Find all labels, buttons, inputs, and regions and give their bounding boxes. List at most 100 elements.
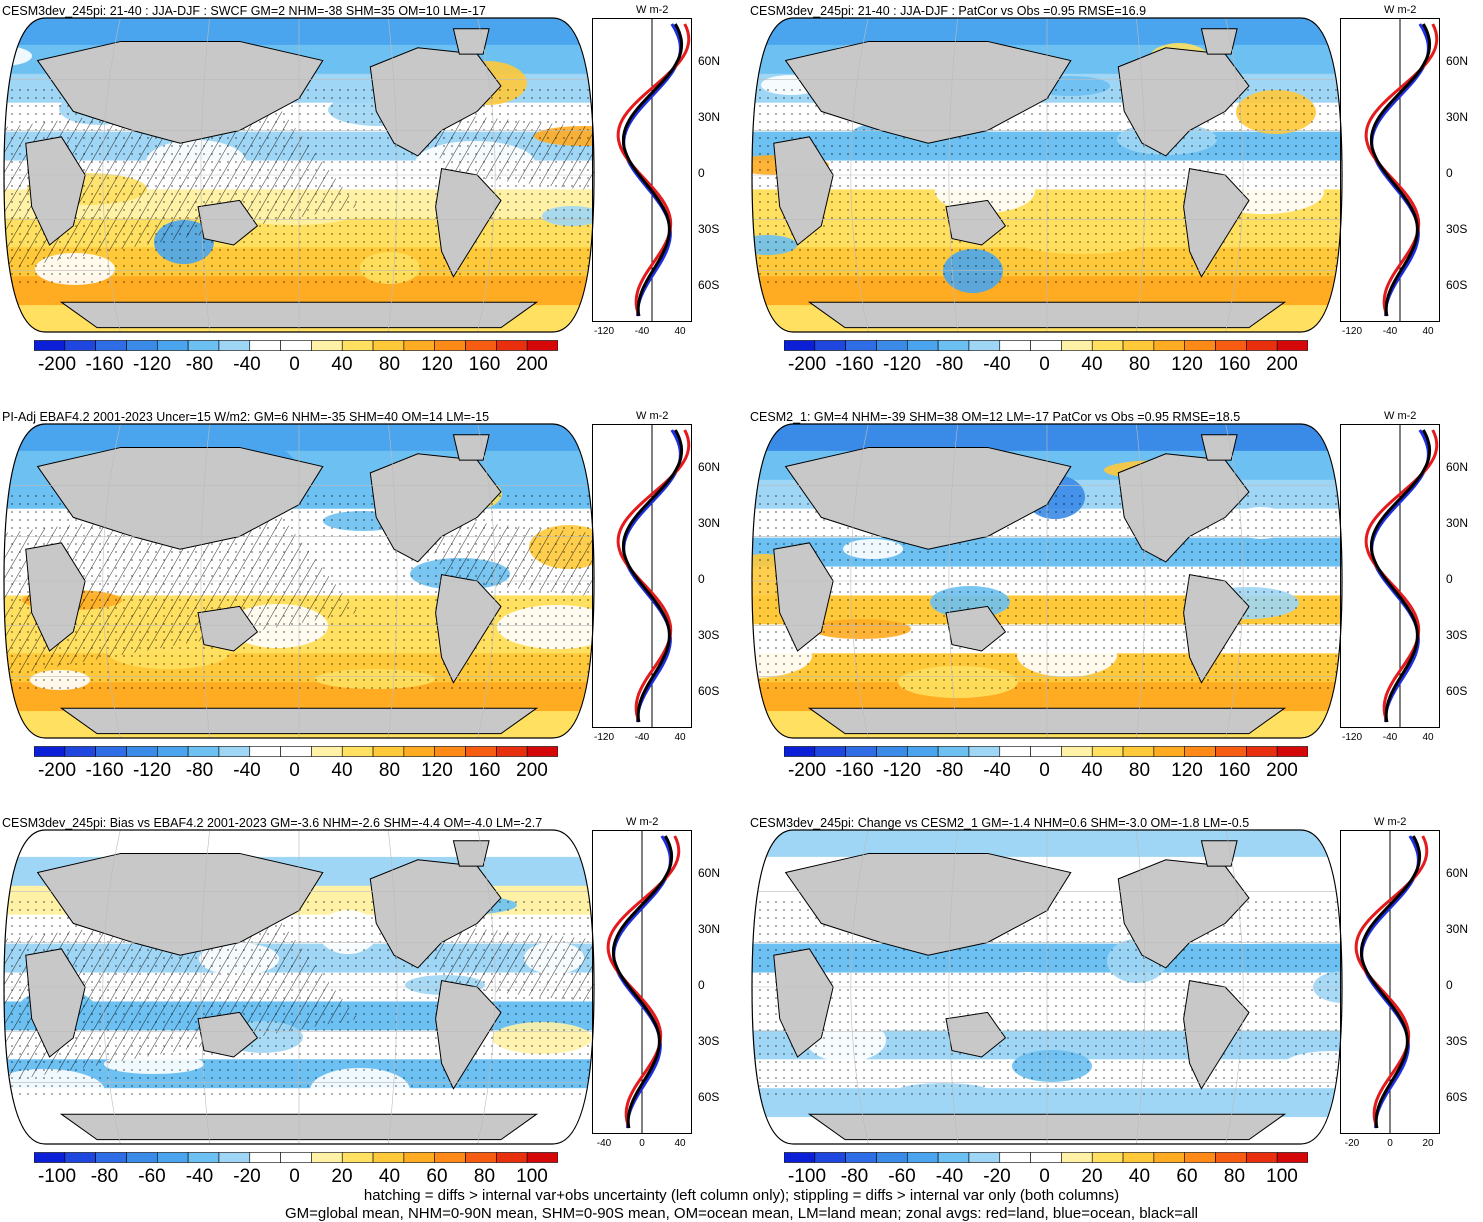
panel-3-colorbar-swatch xyxy=(341,746,374,757)
panel-1-eurasia xyxy=(36,40,324,144)
panel-3-field xyxy=(4,424,594,738)
panel-4-colorbar-label: -160 xyxy=(835,760,874,781)
panel-1-map xyxy=(3,17,595,333)
panel-3-colorbar-label: -160 xyxy=(85,760,124,781)
panel-3-colorbar-swatch xyxy=(34,746,66,757)
panel-3-colorbar-swatch xyxy=(526,746,558,757)
panel-6-lat-label: 30N xyxy=(1446,922,1469,936)
panel-3-colorbar-swatch xyxy=(465,746,497,757)
panel-4-greenland xyxy=(1200,434,1238,461)
panel-5-colorbar-label: 80 xyxy=(473,1166,496,1187)
panel-3-colorbar-label: 160 xyxy=(468,760,501,781)
panel-1-colorbar xyxy=(34,340,558,351)
panel-2-colorbar-label: 160 xyxy=(1218,354,1251,375)
panel-3-colorbar-swatch xyxy=(64,746,96,757)
panel-2-south-america xyxy=(1183,168,1250,278)
panel-6-colorbar-swatch xyxy=(1276,1152,1308,1163)
panel-1-colorbar-swatch xyxy=(311,340,343,351)
panel-4-zonal-all-line xyxy=(1369,429,1432,723)
panel-4-colorbar-swatch xyxy=(906,746,939,757)
panel-3-zonal-xtick: -40 xyxy=(634,732,650,743)
panel-6-greenland xyxy=(1200,840,1238,867)
panel-6-lat-label: 60N xyxy=(1446,866,1469,880)
panel-3-lat-label: 30S xyxy=(698,628,720,642)
panel-2-eurasia xyxy=(784,40,1072,144)
panel-1-colorbar-label: 0 xyxy=(289,354,300,375)
panel-2-colorbar-label: -120 xyxy=(882,354,922,375)
panel-4-colorbar-label: 0 xyxy=(1039,760,1050,781)
panel-5-lat-label: 0 xyxy=(698,978,705,992)
panel-3-map xyxy=(3,423,595,739)
panel-2-colorbar-swatch xyxy=(999,340,1031,351)
panel-2-zonal-xtick: -40 xyxy=(1382,326,1398,337)
panel-2-colorbar-label: -200 xyxy=(787,354,827,375)
panel-1-title: CESM3dev_245pi: 21-40 : JJA-DJF : SWCF G… xyxy=(2,4,486,18)
panel-5-north-america xyxy=(369,859,502,969)
panel-3-zonal-all-line xyxy=(621,429,684,723)
panel-4-colorbar-swatch xyxy=(968,746,1001,757)
panel-4-map xyxy=(751,423,1343,739)
panel-4-colorbar-label: 120 xyxy=(1171,760,1203,781)
panel-4-colorbar-swatch xyxy=(937,746,970,757)
panel-4-colorbar-label: -200 xyxy=(787,760,827,781)
panel-1-colorbar-label: -160 xyxy=(85,354,124,375)
panel-1-colorbar-swatch xyxy=(434,340,466,351)
panel-2-colorbar-swatch xyxy=(1030,340,1062,351)
panel-4-colorbar-label: 200 xyxy=(1266,760,1298,781)
panel-5-field xyxy=(4,830,594,1144)
panel-3-africa xyxy=(25,542,86,652)
panel-4-colorbar-swatch xyxy=(845,746,877,757)
panel-2-colorbar-swatch xyxy=(906,340,939,351)
panel-5-colorbar-swatch xyxy=(465,1152,497,1163)
panel-1-greenland xyxy=(452,28,490,55)
panel-1-colorbar-swatch xyxy=(341,340,374,351)
panel-3-colorbar-label: -40 xyxy=(233,760,261,781)
panel-2-zonal-xtick: -120 xyxy=(1341,326,1362,337)
panel-6-field xyxy=(752,830,1342,1144)
panel-1-zonal-xtick: -120 xyxy=(593,326,614,337)
panel-1-colorbar-swatch xyxy=(218,340,251,351)
panel-1-colorbar-swatch xyxy=(34,340,66,351)
panel-6-colorbar-label: 20 xyxy=(1081,1166,1103,1187)
panel-6-zonal-plot xyxy=(1340,830,1440,1134)
panel-4-lat-label: 60N xyxy=(1446,460,1469,474)
panel-1-zonal-units: W m-2 xyxy=(636,4,669,16)
panel-1-colorbar-label: -200 xyxy=(37,354,77,375)
panel-4-lat-label: 0 xyxy=(1446,572,1453,586)
panel-6-colorbar-swatch xyxy=(1061,1152,1093,1163)
panel-3-colorbar-label: -200 xyxy=(37,760,77,781)
panel-1-colorbar-swatch xyxy=(496,340,528,351)
panel-5-colorbar-swatch xyxy=(496,1152,528,1163)
panel-4-title: CESM2_1: GM=4 NHM=-39 SHM=38 OM=12 LM=-1… xyxy=(750,410,1241,424)
panel-1-colorbar-swatch xyxy=(95,340,127,351)
panel-1-south-america xyxy=(435,168,502,278)
panel-6-zonal-xtick: 0 xyxy=(1387,1138,1393,1149)
panel-4-lat-label: 30S xyxy=(1446,628,1468,642)
panel-5-greenland xyxy=(452,840,490,867)
panel-5-lat-label: 30N xyxy=(698,922,721,936)
panel-3-zonal-xtick: 40 xyxy=(674,732,686,743)
panel-6-zonal-all-line xyxy=(1359,835,1422,1129)
panel-3-zonal-plot xyxy=(592,424,692,728)
panel-4-colorbar-swatch xyxy=(1091,746,1124,757)
panel-5-zonal-xtick: 0 xyxy=(639,1138,645,1149)
panel-1-colorbar-label: 160 xyxy=(468,354,501,375)
panel-3-colorbar-label: -120 xyxy=(132,760,172,781)
panel-6-zonal-xtick: 20 xyxy=(1422,1138,1434,1149)
panel-6-title: CESM3dev_245pi: Change vs CESM2_1 GM=-1.… xyxy=(750,816,1250,830)
panel-3-colorbar xyxy=(34,746,558,757)
panel-5-colorbar-label: -100 xyxy=(37,1166,77,1187)
panel-4-zonal-xtick: 40 xyxy=(1422,732,1434,743)
panel-5-colorbar-swatch xyxy=(34,1152,66,1163)
panel-6-colorbar-swatch xyxy=(876,1152,908,1163)
panel-5-lat-label: 60N xyxy=(698,866,721,880)
panel-4-colorbar-swatch xyxy=(1184,746,1216,757)
panel-6-colorbar-swatch xyxy=(1184,1152,1216,1163)
panel-4-colorbar-swatch xyxy=(1030,746,1062,757)
panel-1-colorbar-swatch xyxy=(280,340,312,351)
panel-6-colorbar-swatch xyxy=(906,1152,939,1163)
panel-2-greenland xyxy=(1200,28,1238,55)
panel-6-colorbar-swatch xyxy=(1122,1152,1155,1163)
panel-3-colorbar-label: -80 xyxy=(185,760,214,781)
panel-6-colorbar-swatch xyxy=(937,1152,970,1163)
